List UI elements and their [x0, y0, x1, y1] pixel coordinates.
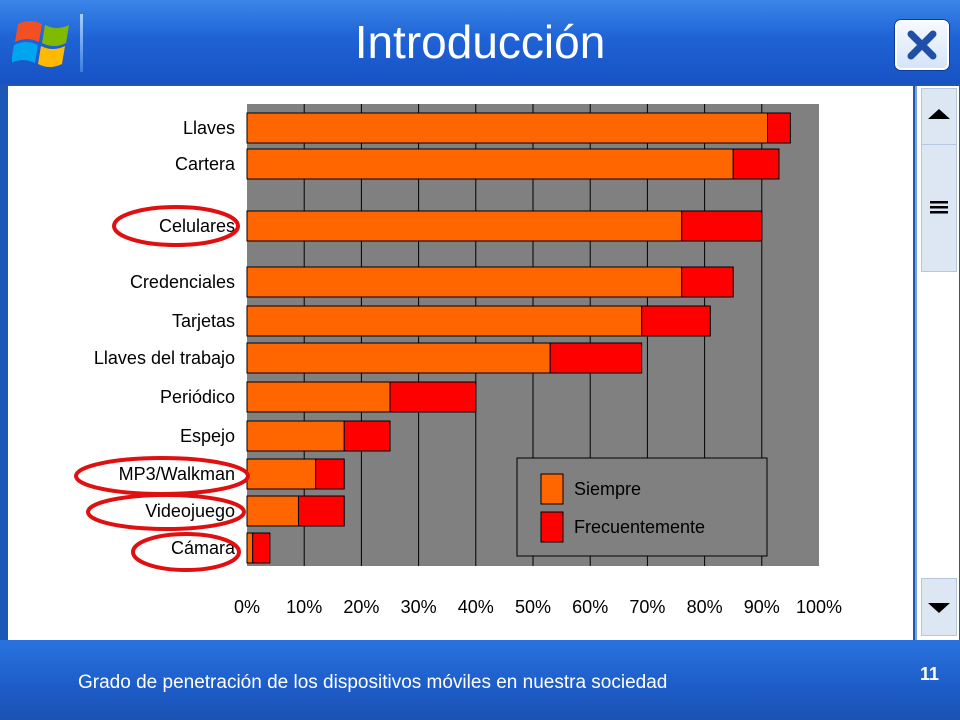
x-tick-label: 20%: [343, 597, 379, 617]
highlight-circle: [86, 493, 246, 531]
category-label: Llaves del trabajo: [94, 348, 235, 368]
slide-title: Introducción: [354, 16, 606, 68]
bar-siempre: [246, 305, 643, 337]
close-icon: [907, 30, 937, 60]
slide-caption: Grado de penetración de los dispositivos…: [78, 672, 668, 693]
title-bar: Introducción: [0, 0, 960, 84]
bar-frecuentemente: [315, 458, 345, 490]
highlight-circle: [112, 205, 240, 247]
scrollbar[interactable]: [915, 86, 959, 642]
x-tick-label: 0%: [234, 597, 260, 617]
slide-content: Llaves Cartera Celulares Credenciales Tarjet…: [8, 86, 913, 640]
title-separator: [80, 14, 83, 72]
category-label: Celulares: [159, 216, 235, 236]
x-tick-label: 70%: [629, 597, 665, 617]
grip-lines-icon: [930, 201, 948, 214]
bar-frecuentemente: [343, 420, 391, 452]
bar-frecuentemente: [297, 495, 345, 527]
bar-siempre: [246, 458, 317, 490]
legend-swatch: [540, 473, 564, 505]
bar-frecuentemente: [681, 266, 734, 298]
category-label: Periódico: [160, 387, 235, 407]
footer-bar: [0, 640, 960, 720]
bar-siempre: [246, 210, 683, 242]
bar-siempre: [246, 148, 734, 180]
page-number: 11: [920, 664, 940, 684]
legend-label: Frecuentemente: [574, 517, 705, 537]
stacked-bar-chart: Llaves Cartera Celulares Credenciales Tarjet…: [74, 104, 842, 617]
bar-siempre: [246, 495, 299, 527]
x-tick-label: 80%: [687, 597, 723, 617]
legend-swatch: [540, 511, 564, 543]
category-label: Cámara: [171, 538, 236, 558]
bar-frecuentemente: [732, 148, 780, 180]
arrow-down-icon: [928, 603, 950, 613]
bar-frecuentemente: [389, 381, 477, 413]
bar-siempre: [246, 420, 345, 452]
category-label: Cartera: [175, 154, 236, 174]
category-label: Videojuego: [145, 501, 235, 521]
legend-label: Siempre: [574, 479, 641, 499]
x-tick-label: 100%: [796, 597, 842, 617]
bar-frecuentemente: [767, 112, 791, 144]
category-label: Llaves: [183, 118, 235, 138]
scroll-up-button[interactable]: [921, 88, 957, 146]
x-tick-label: 60%: [572, 597, 608, 617]
bar-frecuentemente: [252, 532, 271, 564]
x-tick-label: 30%: [401, 597, 437, 617]
bar-siempre: [246, 381, 391, 413]
close-button[interactable]: [895, 20, 949, 70]
category-label: Tarjetas: [172, 311, 235, 331]
category-label: Credenciales: [130, 272, 235, 292]
scroll-thumb[interactable]: [921, 144, 957, 272]
bar-frecuentemente: [641, 305, 711, 337]
x-tick-label: 50%: [515, 597, 551, 617]
windows-flag-icon: [12, 21, 69, 67]
x-tick-label: 90%: [744, 597, 780, 617]
bar-siempre: [246, 112, 769, 144]
scroll-down-button[interactable]: [921, 578, 957, 636]
x-tick-label: 10%: [286, 597, 322, 617]
x-tick-label: 40%: [458, 597, 494, 617]
arrow-up-icon: [928, 109, 950, 119]
bar-siempre: [246, 342, 551, 374]
highlight-circle: [131, 532, 241, 572]
bar-siempre: [246, 532, 254, 564]
category-label: Espejo: [180, 426, 235, 446]
bar-frecuentemente: [549, 342, 643, 374]
bar-siempre: [246, 266, 683, 298]
bar-frecuentemente: [681, 210, 763, 242]
category-label: MP3/Walkman: [119, 464, 235, 484]
